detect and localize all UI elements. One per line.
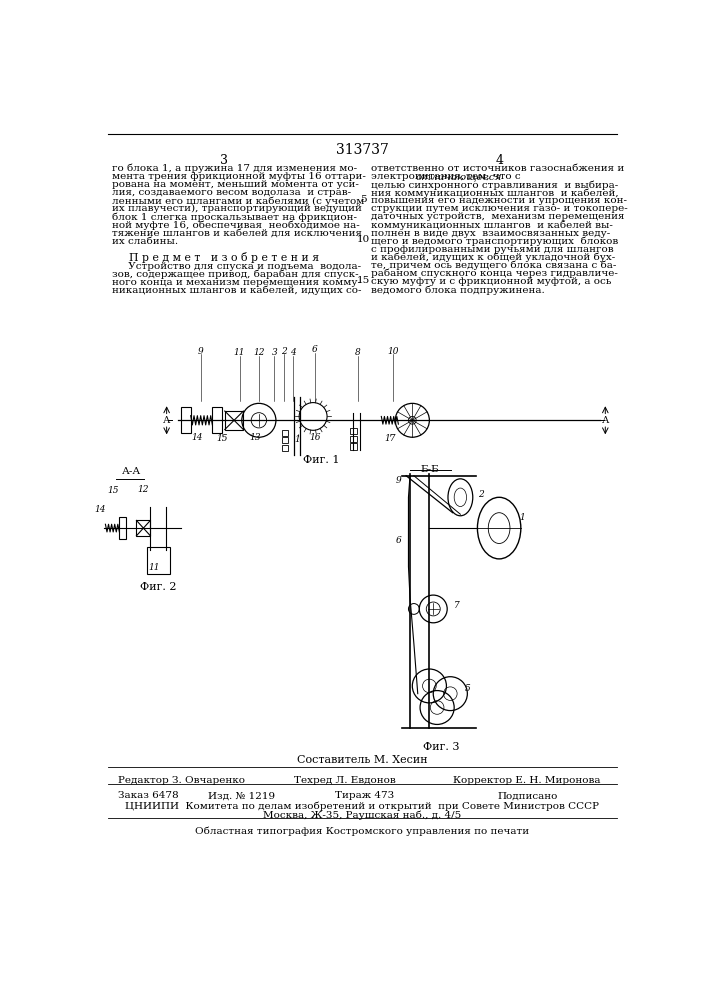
- Text: щего и ведомого транспортирующих  блоков: щего и ведомого транспортирующих блоков: [371, 237, 619, 246]
- Text: 6: 6: [395, 536, 402, 545]
- Text: Областная типография Костромского управления по печати: Областная типография Костромского управл…: [195, 826, 529, 836]
- Text: Заказ 6478: Заказ 6478: [118, 791, 178, 800]
- Text: 1: 1: [520, 513, 525, 522]
- Bar: [146, 547, 170, 574]
- Text: ного конца и механизм перемещения комму-: ного конца и механизм перемещения комму-: [112, 278, 361, 287]
- Bar: [351, 428, 356, 434]
- Bar: [282, 430, 288, 436]
- Bar: [119, 517, 126, 539]
- Text: Изд. № 1219: Изд. № 1219: [209, 791, 276, 800]
- Text: 11: 11: [148, 563, 160, 572]
- Text: Тираж 473: Тираж 473: [335, 791, 394, 800]
- Text: Москва, Ж-35, Раушская наб., д. 4/5: Москва, Ж-35, Раушская наб., д. 4/5: [263, 811, 461, 820]
- Text: ведомого блока подпружинена.: ведомого блока подпружинена.: [371, 285, 545, 295]
- Text: Техред Л. Евдонов: Техред Л. Евдонов: [293, 776, 395, 785]
- Text: ответственно от источников газоснабжения и: ответственно от источников газоснабжения…: [371, 164, 624, 173]
- Text: ной муфте 16, обеспечивая  необходимое на-: ной муфте 16, обеспечивая необходимое на…: [112, 220, 359, 230]
- Text: лия, создаваемого весом водолаза  и страв-: лия, создаваемого весом водолаза и страв…: [112, 188, 351, 197]
- Text: струкции путем исключения газо- и токопере-: струкции путем исключения газо- и токопе…: [371, 204, 628, 213]
- Text: блок 1 слегка проскальзывает на фрикцион-: блок 1 слегка проскальзывает на фрикцион…: [112, 212, 356, 222]
- Text: 14: 14: [94, 505, 106, 514]
- Text: мента трения фрикционной муфты 16 оттари-: мента трения фрикционной муфты 16 оттари…: [112, 172, 366, 181]
- Text: 6: 6: [312, 345, 317, 354]
- Bar: [282, 445, 288, 451]
- Text: их плавучести), транспортирующий ведущий: их плавучести), транспортирующий ведущий: [112, 204, 361, 213]
- Text: зов, содержащее привод, барабан для спуск-: зов, содержащее привод, барабан для спус…: [112, 270, 358, 279]
- Text: и кабелей, идущих к общей укладочной бух-: и кабелей, идущих к общей укладочной бух…: [371, 253, 616, 262]
- Text: электропитания,: электропитания,: [371, 172, 467, 181]
- Text: никационных шлангов и кабелей, идущих со-: никационных шлангов и кабелей, идущих со…: [112, 286, 361, 295]
- Text: 4: 4: [290, 348, 296, 357]
- Text: коммуникационных шлангов  и кабелей вы-: коммуникационных шлангов и кабелей вы-: [371, 220, 613, 230]
- Text: 313737: 313737: [336, 143, 388, 157]
- Bar: [212, 407, 222, 433]
- Text: полнен в виде двух  взаимосвязанных веду-: полнен в виде двух взаимосвязанных веду-: [371, 229, 611, 238]
- Text: отличающееся: отличающееся: [416, 172, 502, 181]
- Text: Подписано: Подписано: [498, 791, 558, 800]
- Text: 15: 15: [107, 486, 119, 495]
- Text: ленными его шлангами и кабелями (с учетом: ленными его шлангами и кабелями (с учето…: [112, 196, 364, 206]
- Text: 10: 10: [387, 347, 399, 356]
- Bar: [351, 443, 356, 450]
- Text: 5: 5: [360, 195, 367, 204]
- Text: те, причем ось ведущего блока связана с ба-: те, причем ось ведущего блока связана с …: [371, 261, 617, 270]
- Text: 9: 9: [198, 347, 204, 356]
- Text: ния коммуникационных шлангов  и кабелей,: ния коммуникационных шлангов и кабелей,: [371, 188, 619, 198]
- Text: 2: 2: [479, 490, 484, 499]
- Text: го блока 1, а пружина 17 для изменения мо-: го блока 1, а пружина 17 для изменения м…: [112, 164, 357, 173]
- Text: Фиг. 3: Фиг. 3: [423, 742, 460, 752]
- Text: 12: 12: [137, 485, 148, 494]
- Text: 3: 3: [220, 154, 228, 167]
- Text: повышения его надежности и упрощения кон-: повышения его надежности и упрощения кон…: [371, 196, 627, 205]
- Text: тем, что с: тем, что с: [464, 172, 521, 181]
- Text: 14: 14: [191, 433, 203, 442]
- Text: даточных устройств,  механизм перемещения: даточных устройств, механизм перемещения: [371, 212, 625, 221]
- Bar: [351, 436, 356, 442]
- Bar: [225, 411, 243, 430]
- Text: 1: 1: [295, 435, 300, 444]
- Text: 12: 12: [253, 348, 264, 357]
- Text: 3: 3: [271, 348, 277, 357]
- Text: их слабины.: их слабины.: [112, 237, 177, 246]
- Text: 10: 10: [357, 235, 370, 244]
- Bar: [136, 520, 151, 536]
- Text: 9: 9: [395, 476, 402, 485]
- Text: 16: 16: [309, 433, 320, 442]
- Text: А: А: [163, 416, 170, 425]
- Text: А: А: [602, 416, 609, 425]
- Text: тяжение шлангов и кабелей для исключения: тяжение шлангов и кабелей для исключения: [112, 229, 361, 238]
- Text: 15: 15: [357, 276, 370, 285]
- Text: Б-Б: Б-Б: [420, 465, 439, 474]
- Text: П р е д м е т   и з о б р е т е н и я: П р е д м е т и з о б р е т е н и я: [129, 252, 319, 263]
- Bar: [182, 407, 191, 433]
- Text: ЦНИИПИ  Комитета по делам изобретений и открытий  при Совете Министров СССР: ЦНИИПИ Комитета по делам изобретений и о…: [125, 801, 599, 811]
- Text: 4: 4: [495, 154, 503, 167]
- Text: Составитель М. Хесин: Составитель М. Хесин: [297, 755, 427, 765]
- Text: Корректор Е. Н. Миронова: Корректор Е. Н. Миронова: [452, 776, 600, 785]
- Text: 7: 7: [454, 601, 460, 610]
- Text: целью синхронного стравливания  и выбира-: целью синхронного стравливания и выбира-: [371, 180, 619, 190]
- Text: с профилированными ручьями для шлангов: с профилированными ручьями для шлангов: [371, 245, 614, 254]
- Text: 17: 17: [384, 434, 396, 443]
- Text: рована на момент, меньший момента от уси-: рована на момент, меньший момента от уси…: [112, 180, 358, 189]
- Text: 8: 8: [355, 348, 361, 357]
- Text: Устройство для спуска и подъема  водола-: Устройство для спуска и подъема водола-: [112, 262, 361, 271]
- Text: 15: 15: [216, 434, 228, 443]
- Text: 13: 13: [250, 433, 261, 442]
- Text: Редактор З. Овчаренко: Редактор З. Овчаренко: [118, 776, 245, 785]
- Text: А-А: А-А: [122, 467, 141, 476]
- Text: Фиг. 1: Фиг. 1: [303, 455, 339, 465]
- Text: рабаном спускного конца через гидравличе-: рабаном спускного конца через гидравличе…: [371, 269, 618, 278]
- Text: 11: 11: [234, 348, 245, 357]
- Text: 5: 5: [465, 684, 471, 693]
- Text: Фиг. 2: Фиг. 2: [140, 582, 176, 592]
- Text: скую муфту и с фрикционной муфтой, а ось: скую муфту и с фрикционной муфтой, а ось: [371, 277, 612, 286]
- Bar: [282, 437, 288, 443]
- Text: 2: 2: [281, 347, 286, 356]
